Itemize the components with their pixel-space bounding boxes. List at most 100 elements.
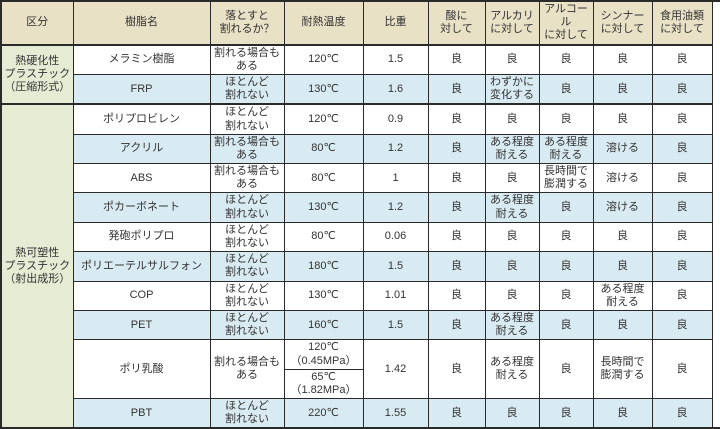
- thinner-cell: 溶ける: [592, 133, 653, 165]
- temp-cell: 160℃: [283, 309, 364, 341]
- breaks-cell: ほとんど 割れない: [209, 280, 285, 311]
- header-breaks-when-dropped: 落とすと 割れるか？: [209, 0, 285, 46]
- gravity-cell: 1.6: [362, 73, 429, 105]
- breaks-cell: ほとんど 割れない: [209, 192, 285, 223]
- breaks-cell: 割れる場合も ある: [209, 133, 285, 165]
- alcohol-cell: 長時間で 膨潤する: [538, 163, 594, 194]
- alcohol-cell: 良: [538, 221, 594, 253]
- thinner-cell: 良: [592, 103, 653, 135]
- oil-cell: 良: [651, 192, 713, 223]
- category-thermoplastic: 熱可塑性 プラスチック （射出成形）: [0, 103, 74, 429]
- breaks-cell: ほとんど 割れない: [209, 398, 285, 429]
- breaks-cell: ほとんど 割れない: [209, 73, 285, 105]
- acid-cell: 良: [427, 339, 486, 400]
- breaks-cell: ほとんど 割れない: [209, 103, 285, 135]
- resin-name-cell: アクリル: [72, 133, 211, 165]
- acid-cell: 良: [427, 309, 486, 341]
- header-specific-gravity: 比重: [362, 0, 429, 46]
- gravity-cell: 1.5: [362, 44, 429, 75]
- table-row-polylactic-acid: ポリ乳酸 割れる場合も ある 120℃ （0.45MPa） 1.42 良 ある程…: [1, 339, 720, 400]
- alcohol-cell: 良: [538, 73, 594, 105]
- oil-cell: 良: [651, 339, 713, 400]
- oil-cell: 良: [651, 163, 713, 194]
- gravity-cell: 0.9: [362, 103, 429, 135]
- table-row-melamine: 熱硬化性 プラスチック （圧縮形式） メラミン樹脂 割れる場合も ある 120℃…: [0, 44, 720, 105]
- header-row: 区分 樹脂名 落とすと 割れるか？ 耐熱温度 比重 酸に 対して アルカリ に対…: [0, 0, 720, 46]
- resin-name-cell: PBT: [72, 398, 211, 429]
- thinner-cell: ある程度 耐える: [592, 280, 653, 311]
- oil-cell: 良: [651, 73, 713, 105]
- header-category: 区分: [0, 0, 74, 46]
- alcohol-cell: 良: [538, 339, 594, 400]
- header-thinner: シンナー に対して: [592, 0, 653, 46]
- alkali-cell: わずかに 変化する: [484, 73, 540, 105]
- resin-name-cell: ポリ乳酸: [72, 339, 211, 400]
- thinner-cell: 良: [592, 221, 653, 253]
- acid-cell: 良: [427, 280, 486, 311]
- thinner-cell: 溶ける: [592, 163, 653, 194]
- alkali-cell: 良: [484, 221, 540, 253]
- alkali-cell: ある程度 耐える: [484, 133, 540, 165]
- temp-cell: 120℃: [283, 103, 364, 135]
- breaks-cell: 割れる場合も ある: [209, 339, 285, 400]
- oil-cell: 良: [651, 280, 713, 311]
- acid-cell: 良: [427, 163, 486, 194]
- alkali-cell: ある程度 耐える: [484, 339, 540, 400]
- temp-cell: 80℃: [283, 163, 364, 194]
- alcohol-cell: 良: [538, 103, 594, 135]
- header-alkali: アルカリ に対して: [484, 0, 540, 46]
- acid-cell: 良: [427, 103, 486, 135]
- acid-cell: 良: [427, 221, 486, 253]
- alkali-cell: 良: [484, 44, 540, 75]
- temp-cell: 80℃: [283, 133, 364, 165]
- resin-name-cell: ポカーボネート: [72, 192, 211, 223]
- alcohol-cell: 良: [538, 309, 594, 341]
- table-row-polylactic-acid-sub: 65℃ （1.82MPa）: [1, 368, 720, 400]
- alcohol-cell: 良: [538, 44, 594, 75]
- breaks-cell: 割れる場合も ある: [209, 44, 285, 75]
- oil-cell: 良: [651, 398, 713, 429]
- oil-cell: 良: [651, 221, 713, 253]
- breaks-cell: ほとんど 割れない: [209, 221, 285, 253]
- resin-name-cell: PET: [72, 309, 211, 341]
- gravity-cell: 1.42: [362, 339, 429, 400]
- alkali-cell: ある程度 耐える: [484, 309, 540, 341]
- gravity-cell: 1.2: [362, 133, 429, 165]
- temp-cell: 220℃: [283, 398, 364, 429]
- alcohol-cell: 良: [538, 251, 594, 282]
- resin-name-cell: ポリプロビレン: [72, 103, 211, 135]
- thinner-cell: 良: [592, 73, 653, 105]
- table-row-polycarbonate: ポカーボネート ほとんど 割れない 130℃ 1.2 良 ある程度 耐える 良 …: [1, 192, 720, 223]
- temp-cell-low: 65℃ （1.82MPa）: [283, 368, 364, 400]
- temp-cell: 180℃: [283, 251, 364, 282]
- alcohol-cell: ある程度 耐える: [538, 133, 594, 165]
- temp-cell-high: 120℃ （0.45MPa）: [283, 339, 364, 370]
- thinner-cell: 良: [592, 398, 653, 429]
- thinner-cell: 良: [592, 309, 653, 341]
- temp-cell: 130℃: [283, 280, 364, 311]
- gravity-cell: 1.5: [362, 251, 429, 282]
- header-acid: 酸に 対して: [427, 0, 486, 46]
- resin-name-cell: メラミン樹脂: [72, 44, 211, 75]
- table-row-abs: ABS 割れる場合も ある 80℃ 1 良 良 長時間で 膨潤する 溶ける 良: [1, 163, 720, 194]
- thinner-cell: 良: [592, 44, 653, 75]
- alkali-cell: 良: [484, 251, 540, 282]
- oil-cell: 良: [651, 251, 713, 282]
- alcohol-cell: 良: [538, 398, 594, 429]
- resin-name-cell: 発砲ポリプロ: [72, 221, 211, 253]
- oil-cell: 良: [651, 103, 713, 135]
- breaks-cell: ほとんど 割れない: [209, 251, 285, 282]
- category-thermosetting: 熱硬化性 プラスチック （圧縮形式）: [0, 44, 74, 105]
- table-row-polypropylene: 熱可塑性 プラスチック （射出成形） ポリプロビレン ほとんど 割れない 120…: [0, 103, 720, 429]
- table-row-acrylic: アクリル 割れる場合も ある 80℃ 1.2 良 ある程度 耐える ある程度 耐…: [1, 133, 720, 165]
- table-row-frp: FRP ほとんど 割れない 130℃ 1.6 良 わずかに 変化する 良 良 良: [1, 73, 720, 105]
- alcohol-cell: 良: [538, 280, 594, 311]
- oil-cell: 良: [651, 309, 713, 341]
- temp-cell: 80℃: [283, 221, 364, 253]
- gravity-cell: 1.55: [362, 398, 429, 429]
- temp-cell: 120℃: [283, 44, 364, 75]
- acid-cell: 良: [427, 192, 486, 223]
- gravity-cell: 1.5: [362, 309, 429, 341]
- thinner-cell: 良: [592, 251, 653, 282]
